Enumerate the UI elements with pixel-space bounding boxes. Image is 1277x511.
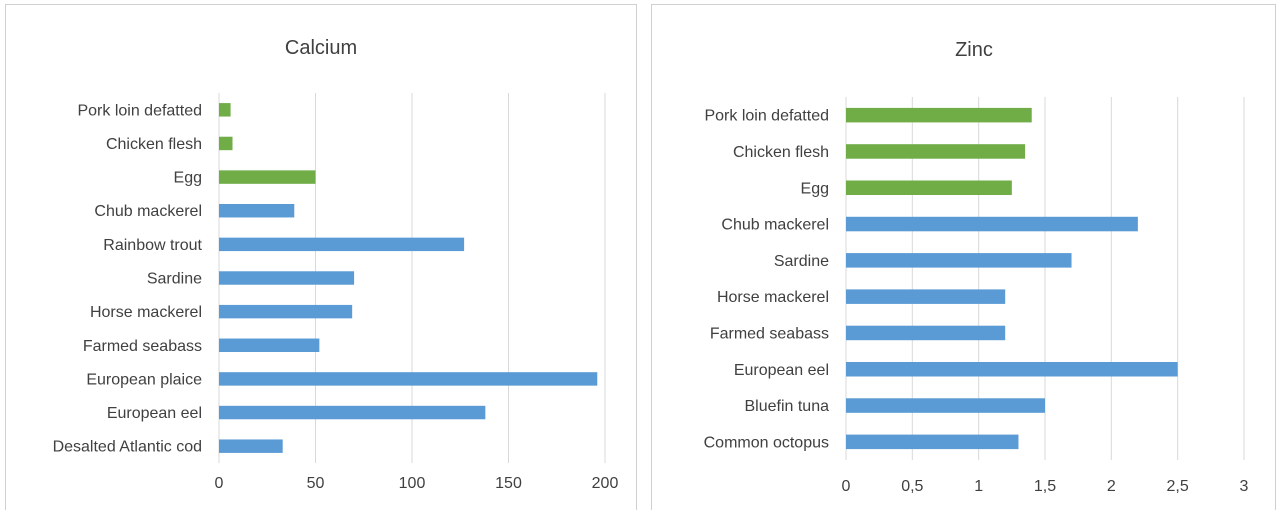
zinc-x-tick-label: 1,5 bbox=[1034, 478, 1056, 495]
zinc-chart-title: Zinc bbox=[955, 39, 993, 61]
calcium-category-label: Rainbow trout bbox=[103, 237, 202, 254]
zinc-x-tick-label: 1 bbox=[974, 478, 983, 495]
calcium-category-label: Horse mackerel bbox=[90, 304, 202, 321]
zinc-x-tick-label: 3 bbox=[1240, 478, 1249, 495]
zinc-bar bbox=[846, 107, 1032, 123]
calcium-chart-title: Calcium bbox=[285, 37, 357, 59]
calcium-category-label: Pork loin defatted bbox=[77, 102, 202, 119]
calcium-chart: Calcium 0 50 100 150 200 Pork loin defatted Chi… bbox=[53, 37, 619, 492]
zinc-bar bbox=[846, 398, 1045, 413]
zinc-bar bbox=[846, 253, 1072, 268]
calcium-category-label: Egg bbox=[174, 170, 202, 187]
calcium-bar bbox=[219, 103, 231, 117]
zinc-x-tick-label: 0,5 bbox=[901, 478, 923, 495]
calcium-bar bbox=[219, 271, 355, 285]
calcium-bar bbox=[219, 204, 295, 218]
zinc-bar bbox=[846, 180, 1012, 196]
zinc-bar bbox=[846, 144, 1026, 159]
zinc-bar bbox=[846, 289, 1006, 304]
zinc-category-label: Horse mackerel bbox=[717, 289, 829, 306]
zinc-category-label: Pork loin defatted bbox=[704, 108, 829, 125]
calcium-bar bbox=[219, 170, 316, 184]
calcium-bar bbox=[219, 439, 283, 453]
zinc-category-label: Bluefin tuna bbox=[744, 398, 829, 415]
zinc-bar bbox=[846, 216, 1138, 232]
calcium-category-label: Chub mackerel bbox=[94, 203, 202, 220]
calcium-x-tick-label: 200 bbox=[592, 475, 619, 492]
calcium-bar bbox=[219, 372, 598, 386]
calcium-chart-panel: Calcium 0 50 100 150 200 Pork loin defatted Chi… bbox=[5, 4, 637, 510]
calcium-bar bbox=[219, 338, 320, 352]
zinc-bar bbox=[846, 361, 1178, 377]
calcium-category-label: Chicken flesh bbox=[106, 136, 202, 153]
calcium-x-tick-label: 100 bbox=[399, 475, 426, 492]
zinc-category-label: Chub mackerel bbox=[721, 217, 829, 234]
calcium-bar bbox=[219, 237, 465, 252]
calcium-category-label: European plaice bbox=[86, 371, 202, 388]
zinc-category-label: Farmed seabass bbox=[710, 325, 829, 342]
zinc-bar bbox=[846, 325, 1006, 341]
calcium-category-label: Farmed seabass bbox=[83, 338, 202, 355]
calcium-bar bbox=[219, 136, 233, 151]
calcium-x-tick-label: 150 bbox=[495, 475, 522, 492]
zinc-category-label: Egg bbox=[801, 180, 829, 197]
calcium-x-tick-label: 0 bbox=[215, 475, 224, 492]
calcium-category-label: Sardine bbox=[147, 271, 202, 288]
zinc-chart: Zinc 0 0,5 1 1,5 2 2,5 3 Pork loin defatted Chick… bbox=[704, 39, 1249, 495]
zinc-category-label: Sardine bbox=[774, 253, 829, 270]
zinc-chart-panel: Zinc 0 0,5 1 1,5 2 2,5 3 Pork loin defatted Chick… bbox=[651, 4, 1276, 510]
zinc-category-label: European eel bbox=[734, 362, 829, 379]
calcium-bar bbox=[219, 304, 353, 319]
zinc-x-tick-label: 0 bbox=[842, 478, 851, 495]
zinc-x-tick-label: 2,5 bbox=[1167, 478, 1189, 495]
calcium-x-tick-label: 50 bbox=[307, 475, 325, 492]
calcium-category-label: European eel bbox=[107, 405, 202, 422]
zinc-category-label: Chicken flesh bbox=[733, 144, 829, 161]
zinc-bar bbox=[846, 434, 1019, 450]
zinc-category-label: Common octopus bbox=[704, 434, 829, 451]
calcium-category-label: Desalted Atlantic cod bbox=[53, 439, 202, 456]
zinc-x-tick-label: 2 bbox=[1107, 478, 1116, 495]
calcium-bar bbox=[219, 405, 486, 420]
